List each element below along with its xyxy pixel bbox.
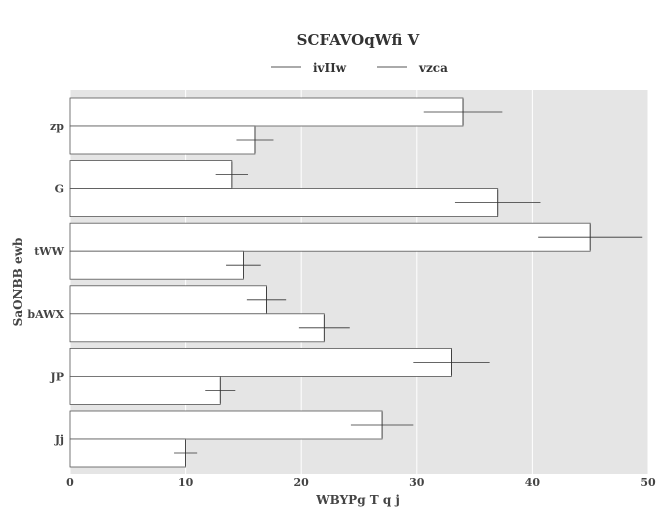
bar xyxy=(69,285,267,315)
y-tick-label: Jj xyxy=(54,433,64,446)
legend-label-series-1: ivIIw xyxy=(313,61,347,75)
error-bars xyxy=(174,99,643,466)
bar xyxy=(69,410,383,440)
bar xyxy=(69,97,464,127)
x-tick-label: 0 xyxy=(66,476,74,489)
chart-title: SCFAVOqWfi V xyxy=(297,31,420,49)
bar xyxy=(69,125,256,155)
x-tick-label: 20 xyxy=(294,476,310,489)
x-tick-label: 40 xyxy=(525,476,541,489)
bar xyxy=(69,347,452,377)
x-axis-label: WBYPg T q j xyxy=(315,493,400,507)
y-tick-label: zp xyxy=(50,120,64,133)
bar xyxy=(69,438,186,468)
bar xyxy=(69,222,591,252)
y-tick-label: bAWX xyxy=(27,308,64,321)
bar xyxy=(69,160,233,190)
bar xyxy=(69,313,325,343)
bar xyxy=(69,250,244,280)
x-tick-labels: 0 10 20 30 40 50 xyxy=(66,476,656,489)
bars xyxy=(69,97,591,468)
x-tick-label: 30 xyxy=(409,476,425,489)
x-tick-label: 50 xyxy=(640,476,656,489)
legend: ivIIw vzca xyxy=(271,61,448,75)
y-tick-label: tWW xyxy=(34,245,64,258)
bar xyxy=(69,375,221,405)
legend-label-series-2: vzca xyxy=(418,61,448,75)
y-axis-label: SaONBB ewb xyxy=(11,238,25,327)
y-tick-label: G xyxy=(55,183,64,196)
bar xyxy=(69,188,499,218)
y-tick-label: JP xyxy=(50,370,64,383)
x-tick-label: 10 xyxy=(178,476,194,489)
